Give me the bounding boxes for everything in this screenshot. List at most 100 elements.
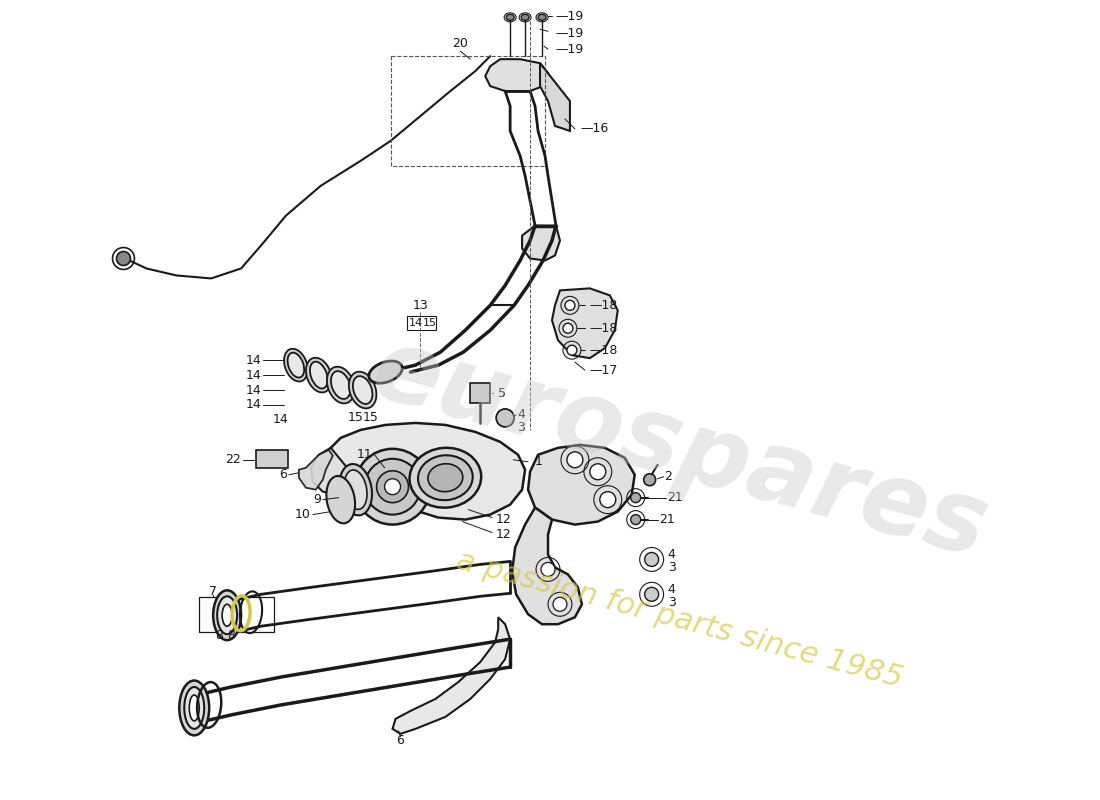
Circle shape [630, 493, 640, 502]
Ellipse shape [306, 358, 331, 393]
Circle shape [645, 553, 659, 566]
Ellipse shape [418, 455, 473, 500]
Bar [390, 56, 544, 166]
Text: 3: 3 [668, 596, 675, 609]
Text: 12: 12 [495, 513, 510, 526]
Text: 15: 15 [363, 411, 378, 425]
Text: 15: 15 [422, 318, 437, 328]
Ellipse shape [538, 14, 546, 20]
Ellipse shape [185, 687, 205, 729]
Text: a passion for parts since 1985: a passion for parts since 1985 [453, 546, 906, 693]
Circle shape [630, 514, 640, 525]
Ellipse shape [409, 448, 481, 508]
Circle shape [600, 492, 616, 508]
Text: 7: 7 [209, 585, 217, 598]
Ellipse shape [327, 476, 355, 523]
Polygon shape [311, 448, 359, 494]
Ellipse shape [287, 353, 305, 378]
Text: 4: 4 [668, 548, 675, 561]
Text: 22: 22 [226, 454, 241, 466]
Polygon shape [331, 423, 525, 519]
Ellipse shape [189, 695, 199, 721]
Polygon shape [485, 59, 548, 91]
Ellipse shape [179, 681, 209, 735]
Circle shape [385, 478, 400, 494]
Text: 6: 6 [397, 734, 405, 747]
Text: 21: 21 [668, 491, 683, 504]
Text: 21: 21 [660, 513, 675, 526]
Circle shape [566, 452, 583, 468]
Ellipse shape [353, 376, 373, 404]
Text: 4: 4 [517, 409, 525, 422]
Circle shape [541, 562, 556, 576]
Circle shape [364, 458, 420, 514]
Circle shape [566, 345, 576, 355]
Text: 9: 9 [312, 493, 321, 506]
Text: 12: 12 [495, 528, 510, 541]
Circle shape [563, 323, 573, 334]
Circle shape [553, 598, 566, 611]
Ellipse shape [349, 372, 376, 408]
Circle shape [496, 409, 514, 427]
Circle shape [565, 300, 575, 310]
Text: 15: 15 [348, 411, 364, 425]
Polygon shape [299, 450, 333, 490]
Text: eurospares: eurospares [362, 321, 998, 578]
Ellipse shape [331, 371, 351, 399]
Text: 20: 20 [452, 37, 469, 50]
Text: —18: —18 [590, 322, 618, 334]
Text: —19: —19 [556, 26, 583, 40]
Text: —18: —18 [590, 344, 618, 357]
Text: —16: —16 [580, 122, 608, 135]
Text: 14: 14 [245, 398, 261, 411]
Circle shape [644, 474, 656, 486]
Ellipse shape [339, 464, 372, 515]
Circle shape [117, 251, 131, 266]
Text: 11: 11 [356, 448, 373, 462]
Text: 4: 4 [668, 583, 675, 596]
Circle shape [354, 449, 430, 525]
Ellipse shape [344, 470, 367, 510]
Ellipse shape [213, 590, 241, 640]
Text: 3: 3 [517, 422, 525, 434]
Text: 6: 6 [279, 468, 287, 482]
Ellipse shape [521, 14, 529, 20]
Text: 1: 1 [535, 455, 543, 468]
Ellipse shape [310, 362, 328, 389]
Ellipse shape [284, 349, 308, 382]
Bar [407, 316, 437, 330]
Polygon shape [393, 618, 510, 734]
Polygon shape [513, 508, 582, 624]
Bar [471, 383, 491, 403]
Text: 14: 14 [245, 369, 261, 382]
Text: 10: 10 [295, 508, 311, 521]
Polygon shape [528, 445, 635, 525]
Circle shape [376, 470, 408, 502]
Text: 5: 5 [498, 386, 506, 399]
Text: 14: 14 [408, 318, 422, 328]
Bar [199, 598, 274, 632]
Polygon shape [552, 288, 618, 358]
Text: 2: 2 [664, 470, 672, 483]
Ellipse shape [428, 464, 463, 492]
Text: 13: 13 [412, 299, 428, 312]
Text: 8: 8 [216, 629, 223, 642]
Text: 14: 14 [245, 383, 261, 397]
Ellipse shape [327, 366, 354, 403]
Text: —19: —19 [556, 10, 583, 23]
Circle shape [645, 587, 659, 602]
Circle shape [590, 464, 606, 480]
Polygon shape [522, 226, 560, 261]
Text: 8: 8 [227, 629, 235, 642]
Text: 14: 14 [245, 354, 261, 366]
Text: —17: —17 [590, 364, 618, 377]
Ellipse shape [368, 361, 403, 383]
Ellipse shape [217, 596, 238, 634]
Bar [256, 450, 288, 468]
Ellipse shape [506, 14, 514, 20]
Text: 14: 14 [273, 414, 289, 426]
Ellipse shape [222, 604, 232, 626]
Polygon shape [540, 63, 570, 131]
Text: 3: 3 [668, 561, 675, 574]
Text: —18: —18 [590, 299, 618, 312]
